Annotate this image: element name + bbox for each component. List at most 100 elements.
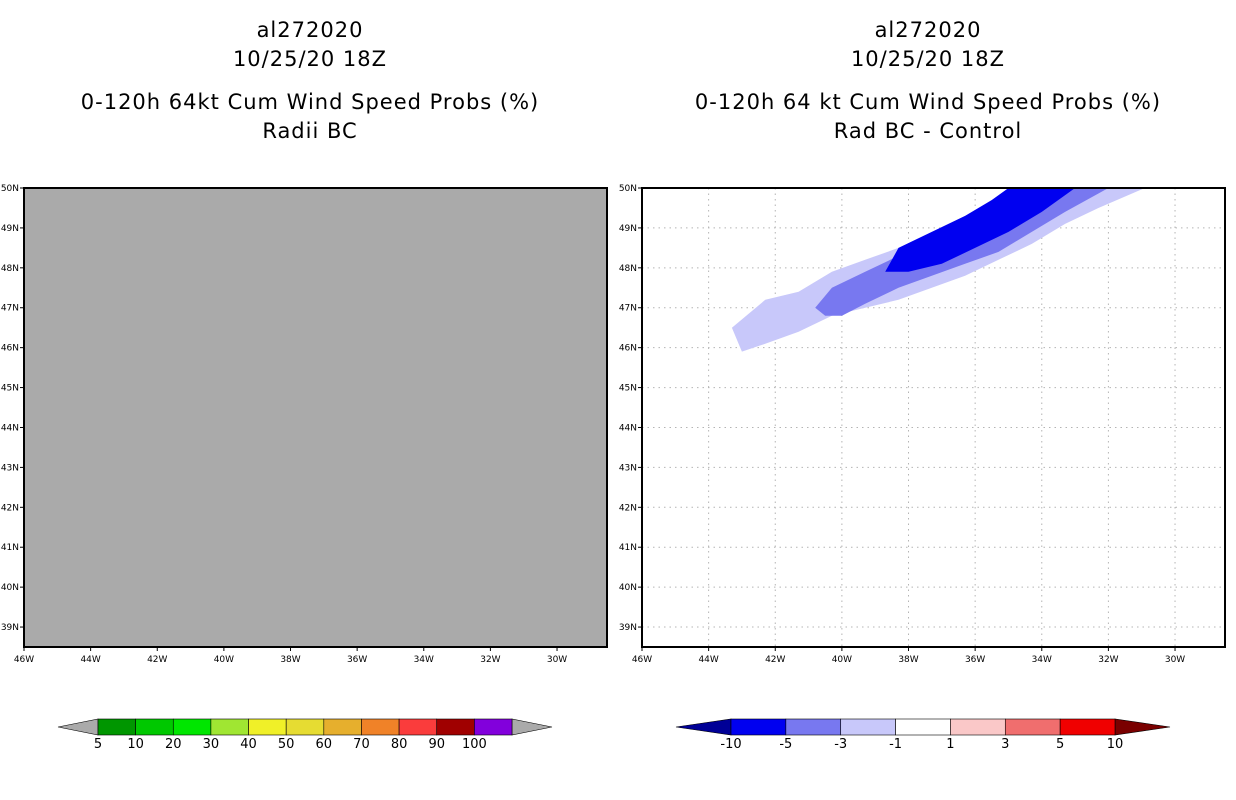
left-xtick-label: 30W (547, 655, 567, 665)
right-colorbar-label: -10 (720, 737, 741, 752)
right-ytick-label: 49N (619, 224, 637, 234)
left-chart-subtitle-block: 0-120h 64kt Cum Wind Speed Probs (%) Rad… (10, 88, 610, 146)
right-xtick-label: 30W (1165, 655, 1185, 665)
left-ytick-label: 46N (1, 344, 19, 354)
right-xtick-label: 36W (965, 655, 985, 665)
right-colorbar-label: -1 (889, 737, 902, 752)
left-colorbar-label: 80 (391, 737, 408, 752)
left-probability-map: 46W 44W 42W 40W 38W 36W 34W 32W 30W 50N 49N 48N 47N 4… (1, 184, 608, 665)
left-colorbar: 5 10 20 30 40 50 60 70 80 90 100 (57, 718, 553, 752)
right-datetime: 10/25/20 18Z (850, 47, 1006, 71)
left-colorbar-swatch (97, 718, 136, 736)
left-storm-id: al272020 (256, 18, 364, 42)
left-colorbar-label: 70 (353, 737, 370, 752)
right-ytick-label: 46N (619, 344, 637, 354)
left-ytick-label: 49N (1, 224, 19, 234)
left-colorbar-swatch (135, 718, 174, 736)
left-colorbar-swatch (172, 718, 212, 736)
left-plot-area (24, 188, 607, 647)
right-xtick-label: 34W (1032, 655, 1052, 665)
left-colorbar-label: 100 (462, 737, 487, 752)
right-ytick-label: 42N (619, 503, 637, 513)
left-xtick-label: 42W (147, 655, 167, 665)
right-ytick-label: 39N (619, 623, 637, 633)
right-colorbar-label: 5 (1056, 737, 1064, 752)
right-chart-subtitle-block: 0-120h 64 kt Cum Wind Speed Probs (%) Ra… (628, 88, 1228, 146)
left-ytick-label: 39N (1, 623, 19, 633)
right-ytick-label: 50N (619, 184, 637, 194)
left-xtick-label: 44W (80, 655, 100, 665)
left-xtick-label: 46W (14, 655, 34, 665)
right-ytick-label: 48N (619, 264, 637, 274)
right-colorbar-high-end (1114, 718, 1171, 736)
right-xtick-label: 46W (632, 655, 652, 665)
left-ytick-label: 42N (1, 503, 19, 513)
right-colorbar-label: -5 (779, 737, 792, 752)
left-colorbar-label: 90 (428, 737, 445, 752)
right-colorbar-label: 10 (1107, 737, 1124, 752)
left-ytick-label: 45N (1, 384, 19, 394)
left-xtick-label: 32W (480, 655, 500, 665)
left-ytick-label: 50N (1, 184, 19, 194)
left-ytick-label: 40N (1, 583, 19, 593)
left-plot-frame (23, 187, 608, 648)
left-colorbar-swatch (474, 718, 513, 736)
right-colorbar-label: -3 (834, 737, 847, 752)
left-chart-title-block: al272020 10/25/20 18Z (30, 16, 590, 74)
left-colorbar-label: 50 (278, 737, 295, 752)
right-plot-frame (641, 187, 1226, 648)
left-datetime: 10/25/20 18Z (232, 47, 388, 71)
left-colorbar-swatch (398, 718, 438, 736)
right-xtick-label: 42W (765, 655, 785, 665)
right-colorbar-swatch (840, 718, 896, 736)
left-xtick-label: 36W (347, 655, 367, 665)
left-colorbar-swatch (323, 718, 362, 736)
left-chart-subtitle: Radii BC (262, 119, 358, 143)
left-ytick-label: 48N (1, 264, 19, 274)
right-storm-id: al272020 (874, 18, 982, 42)
right-ytick-label: 43N (619, 463, 637, 473)
right-xtick-label: 32W (1098, 655, 1118, 665)
right-difference-map: 46W 44W 42W 40W 38W 36W 34W 32W 30W 50N 49N 48N 47N 4… (619, 184, 1226, 665)
right-xtick-label: 40W (832, 655, 852, 665)
left-colorbar-swatch (285, 718, 325, 736)
left-colorbar-high-end (511, 718, 553, 736)
right-ytick-label: 44N (619, 423, 637, 433)
right-contour-2 (885, 188, 1076, 272)
right-colorbar-swatch (1004, 718, 1061, 736)
left-colorbar-label: 30 (203, 737, 220, 752)
left-ytick-label: 41N (1, 543, 19, 553)
right-xtick-label: 38W (898, 655, 918, 665)
left-colorbar-swatch (436, 718, 475, 736)
left-ytick-label: 43N (1, 463, 19, 473)
right-chart-subtitle: Rad BC - Control (833, 119, 1023, 143)
left-colorbar-swatch (361, 718, 400, 736)
left-colorbar-label: 60 (316, 737, 333, 752)
right-chart-title: 0-120h 64 kt Cum Wind Speed Probs (%) (694, 90, 1162, 114)
right-colorbar-low-end (675, 718, 732, 736)
right-ytick-label: 41N (619, 543, 637, 553)
right-colorbar-label: 1 (946, 737, 954, 752)
right-colorbar-swatch (785, 718, 842, 736)
right-ytick-label: 47N (619, 304, 637, 314)
right-xtick-label: 44W (698, 655, 718, 665)
left-colorbar-label: 5 (94, 737, 102, 752)
right-ytick-label: 45N (619, 384, 637, 394)
left-chart-title: 0-120h 64kt Cum Wind Speed Probs (%) (80, 90, 540, 114)
left-colorbar-low-end (57, 718, 99, 736)
left-colorbar-label: 10 (127, 737, 144, 752)
left-colorbar-swatch (210, 718, 249, 736)
right-chart-title-block: al272020 10/25/20 18Z (648, 16, 1208, 74)
left-colorbar-label: 20 (165, 737, 182, 752)
left-colorbar-label: 40 (240, 737, 257, 752)
right-ytick-label: 40N (619, 583, 637, 593)
right-colorbar-swatch (1059, 718, 1116, 736)
left-xtick-label: 34W (414, 655, 434, 665)
right-colorbar-label: 3 (1001, 737, 1009, 752)
right-colorbar: -10 -5 -3 -1 1 3 5 10 (675, 718, 1171, 752)
left-ytick-label: 44N (1, 423, 19, 433)
right-colorbar-swatch (895, 718, 951, 736)
right-colorbar-swatch (730, 718, 787, 736)
left-xtick-label: 38W (280, 655, 300, 665)
